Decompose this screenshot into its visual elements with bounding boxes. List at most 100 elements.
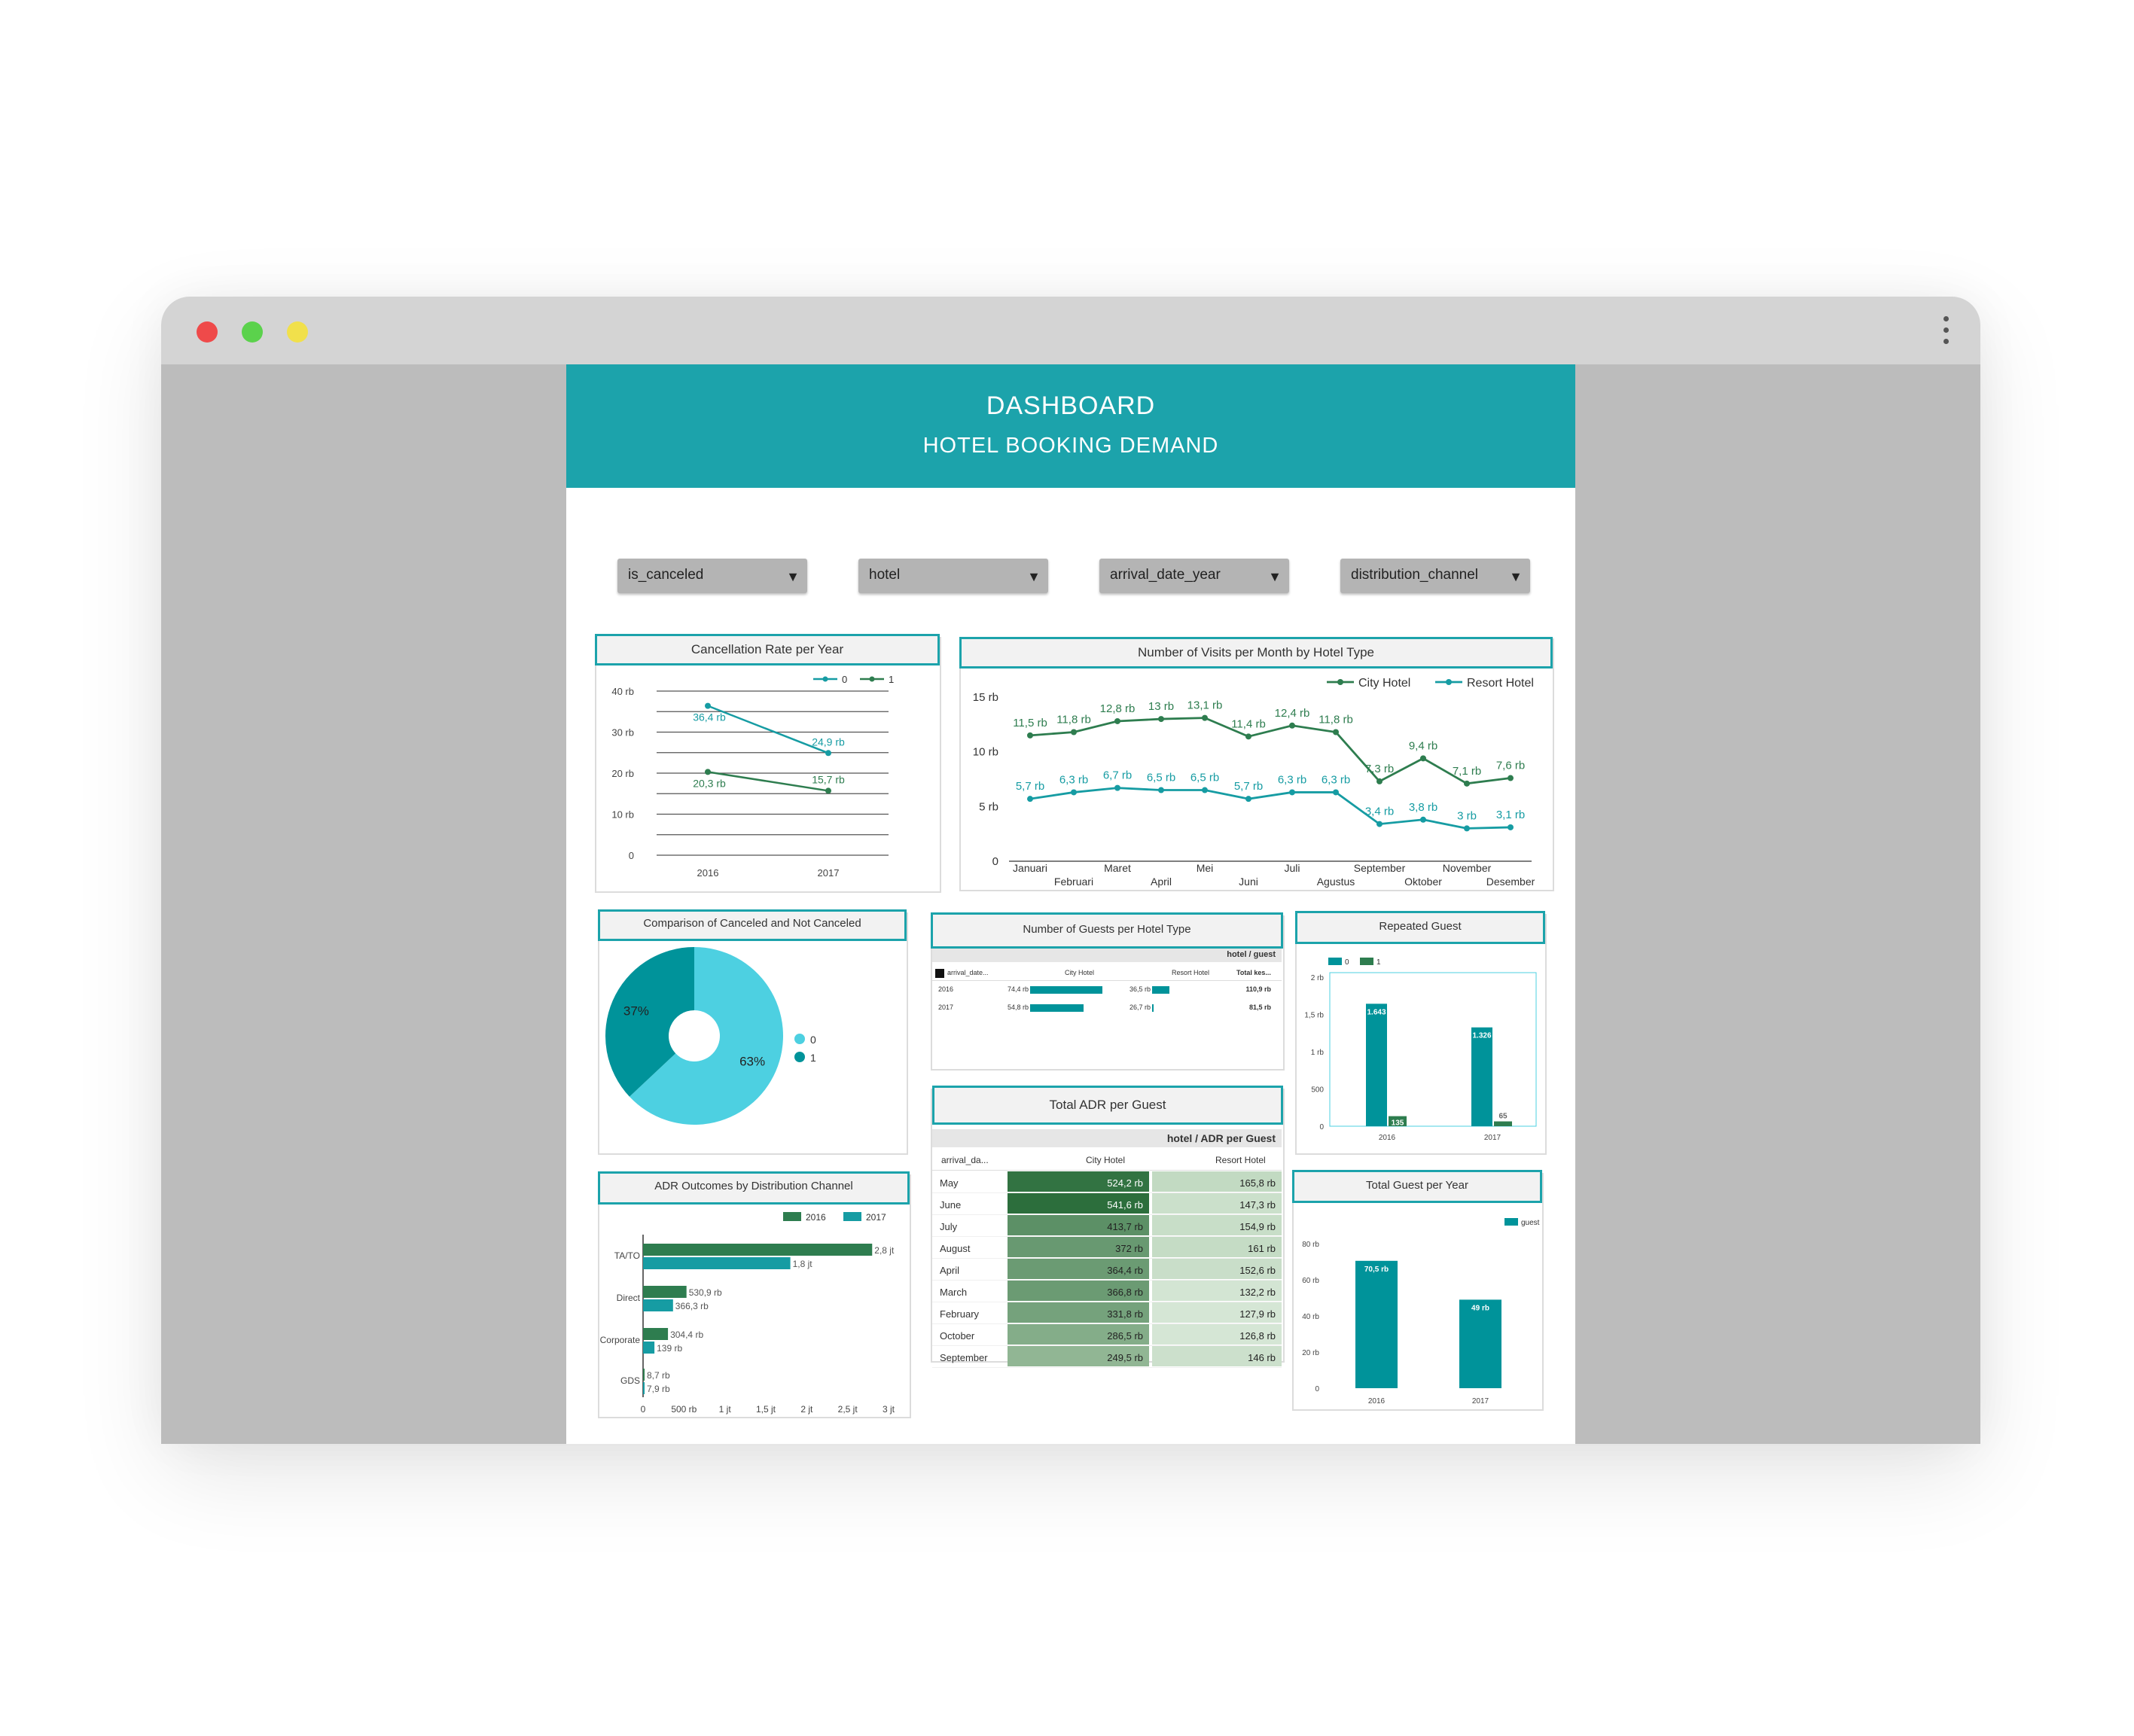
filter-hotel[interactable]: hotel ▼ <box>858 559 1048 593</box>
cell-city-heat: 524,2 rb <box>1008 1171 1149 1192</box>
cell-month: October <box>940 1330 975 1342</box>
x-tick-label: 2 jt <box>800 1404 813 1415</box>
repeated-chart-card <box>1295 914 1547 1155</box>
cell-resort-value: 146 rb <box>1248 1352 1276 1363</box>
data-point <box>1114 784 1120 791</box>
legend-label: 1 <box>889 674 894 685</box>
data-point <box>1508 824 1514 830</box>
close-window-button[interactable] <box>197 321 218 343</box>
guests-col-city[interactable]: City Hotel <box>1065 969 1095 976</box>
adr-table-body: May 524,2 rb 165,8 rb June 541,6 rb 147,3 rb J… <box>932 1171 1282 1368</box>
cell-city-value: 366,8 rb <box>1107 1287 1143 1298</box>
window-titlebar <box>161 297 1980 364</box>
adr-channel-chart-title: ADR Outcomes by Distribution Channel <box>598 1171 910 1205</box>
x-tick-label: 1,5 jt <box>756 1404 776 1415</box>
dropdown-arrow-icon: ▼ <box>786 569 800 584</box>
x-tick-label: 500 rb <box>671 1404 697 1415</box>
x-tick-label: 2017 <box>1472 1397 1489 1406</box>
legend-label: 0 <box>842 674 847 685</box>
legend-label: 0 <box>810 1034 816 1046</box>
legend-label: 0 <box>1345 958 1349 967</box>
table-row: April 364,4 rb 152,6 rb <box>932 1259 1282 1281</box>
x-tick-label: 2,5 jt <box>838 1404 858 1415</box>
pie-slice <box>629 947 783 1125</box>
cell-resort-heat: 161 rb <box>1152 1237 1282 1257</box>
adr-group-header-label: hotel / ADR per Guest <box>1166 1132 1276 1144</box>
dropdown-arrow-icon: ▼ <box>1027 569 1041 584</box>
bar-label: 70,5 rb <box>1364 1265 1389 1274</box>
cell-resort-value: 152,6 rb <box>1239 1265 1276 1276</box>
adr-table-header-row: arrival_da... City Hotel Resort Hotel <box>932 1149 1282 1171</box>
bar <box>1459 1299 1501 1388</box>
bar-label: 1,8 jt <box>793 1259 813 1269</box>
adr-col-city[interactable]: City Hotel <box>1086 1155 1126 1165</box>
minimize-window-button[interactable] <box>242 321 263 343</box>
bar <box>643 1369 645 1381</box>
cell-resort-heat: 126,8 rb <box>1152 1324 1282 1345</box>
visits-line-chart: 0 5 rb 10 rb 15 rb Januari Februari Maret April… <box>973 677 1535 888</box>
legend-label: 2017 <box>866 1212 886 1223</box>
guests-col-date[interactable]: arrival_date... <box>947 969 989 976</box>
cell-month: March <box>940 1287 968 1298</box>
filter-arrival-date-year[interactable]: arrival_date_year ▼ <box>1099 559 1289 593</box>
data-point <box>1333 789 1339 796</box>
legend-label: 1 <box>810 1052 816 1064</box>
cell-city-value: 286,5 rb <box>1107 1330 1143 1342</box>
cell-city-value: 331,8 rb <box>1107 1308 1143 1320</box>
x-tick-label: 2017 <box>818 867 840 879</box>
data-point <box>1202 787 1208 793</box>
legend-marker <box>783 1212 801 1221</box>
more-options-icon[interactable] <box>1941 316 1950 351</box>
y-tick-label: 10 rb <box>973 746 998 759</box>
data-point <box>1420 816 1426 823</box>
adr-col-date[interactable]: arrival_da... <box>941 1155 989 1165</box>
bar-label: 2,8 jt <box>874 1245 895 1256</box>
data-label: 3,8 rb <box>1409 801 1437 814</box>
data-point <box>825 750 831 757</box>
cell-year: 2016 <box>938 985 954 993</box>
cell-city-value: 249,5 rb <box>1107 1352 1143 1363</box>
y-tick-label: 10 rb <box>611 809 634 821</box>
cancellation-line-chart: 0 10 rb 20 rb 30 rb 40 rb 2016 2017 36,4 rb 24,9… <box>611 674 894 879</box>
select-all-checkbox[interactable] <box>935 969 944 978</box>
slice-label: 63% <box>739 1054 765 1068</box>
cell-city-heat: 372 rb <box>1008 1237 1149 1257</box>
legend-marker <box>1504 1218 1518 1226</box>
cell-resort-bar <box>1152 1004 1154 1012</box>
data-label: 11,4 rb <box>1231 717 1266 730</box>
bar-label: 1.326 <box>1472 1032 1491 1040</box>
cell-month: June <box>940 1199 962 1211</box>
cell-resort-value: 127,9 rb <box>1239 1308 1276 1320</box>
data-point <box>1289 722 1295 729</box>
data-label: 3,4 rb <box>1365 806 1394 818</box>
legend-label: guest <box>1521 1219 1540 1227</box>
table-row: October 286,5 rb 126,8 rb <box>932 1324 1282 1346</box>
cell-city-heat: 364,4 rb <box>1008 1259 1149 1279</box>
x-tick-label: 2016 <box>1368 1397 1386 1406</box>
legend-marker-dot <box>1446 679 1452 685</box>
y-tick-label: 15 rb <box>973 691 998 704</box>
x-tick-label: September <box>1354 862 1406 874</box>
filter-distribution-channel[interactable]: distribution_channel ▼ <box>1340 559 1530 593</box>
x-tick-label: Juli <box>1284 862 1300 874</box>
guests-col-resort[interactable]: Resort Hotel <box>1172 969 1210 976</box>
filter-label: arrival_date_year <box>1110 567 1221 583</box>
cell-city-value: 372 rb <box>1115 1243 1143 1254</box>
cell-total: 81,5 rb <box>1248 1004 1271 1011</box>
data-label: 7,6 rb <box>1496 760 1525 772</box>
guests-col-total[interactable]: Total kes... <box>1236 969 1271 976</box>
data-point <box>1464 780 1470 787</box>
x-tick-label: Agustus <box>1317 876 1355 888</box>
guests-table-header-row: arrival_date... City Hotel Resort Hotel … <box>932 965 1282 981</box>
maximize-window-button[interactable] <box>287 321 308 343</box>
visits-chart-title: Number of Visits per Month by Hotel Type <box>959 637 1553 669</box>
data-label: 6,5 rb <box>1190 772 1219 784</box>
cell-city-value: 541,6 rb <box>1107 1199 1143 1211</box>
adr-col-resort[interactable]: Resort Hotel <box>1215 1155 1266 1165</box>
dashboard-subtitle: HOTEL BOOKING DEMAND <box>922 434 1219 458</box>
y-tick-label: Corporate <box>600 1335 641 1345</box>
table-row: 2017 54,8 rb 26,7 rb 81,5 rb <box>932 1000 1282 1016</box>
filter-is-canceled[interactable]: is_canceled ▼ <box>617 559 807 593</box>
legend-marker <box>1360 958 1373 965</box>
bar <box>1366 1004 1387 1126</box>
